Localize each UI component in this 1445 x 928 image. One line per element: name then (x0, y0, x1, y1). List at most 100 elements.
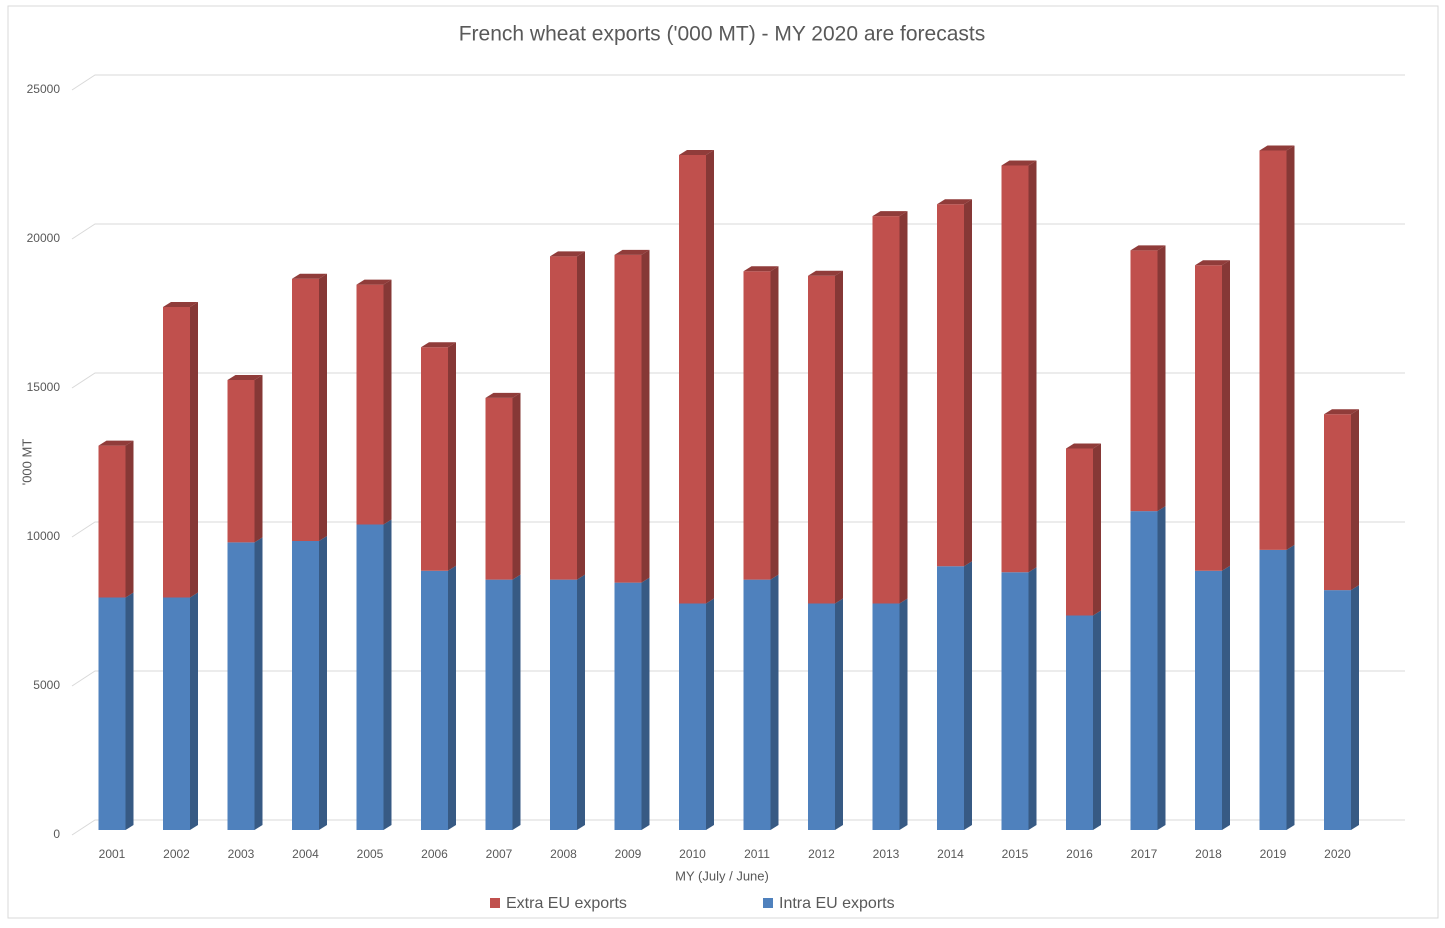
bar-face (1286, 544, 1295, 830)
y-axis-label: '000 MT (19, 439, 34, 486)
bar-face (964, 561, 972, 830)
bar-face (1222, 260, 1230, 571)
bar-face (1324, 414, 1351, 591)
bar-face (125, 592, 134, 830)
bar-face (835, 270, 843, 604)
bar-segment (421, 565, 456, 830)
legend-swatch (763, 898, 773, 908)
x-tick-label: 2016 (1066, 847, 1093, 861)
bar-segment (356, 519, 392, 830)
bar-face (163, 302, 198, 308)
bar-face (1324, 409, 1359, 415)
bar-segment (227, 375, 263, 543)
bar-face (1093, 610, 1101, 830)
bar-face (1130, 511, 1158, 830)
x-tick-label: 2012 (808, 847, 835, 861)
x-tick-label: 2018 (1195, 847, 1222, 861)
bar-segment (614, 249, 650, 583)
bar-face (292, 540, 319, 830)
bar-face (614, 254, 642, 583)
x-axis-label: MY (July / June) (675, 868, 769, 883)
bar-segment (1259, 145, 1295, 550)
bar-segment (808, 270, 843, 604)
bar-segment (485, 392, 521, 580)
bar-face (98, 440, 134, 446)
x-tick-label: 2011 (744, 847, 770, 861)
bar-segment (937, 561, 972, 830)
bar-face (421, 570, 448, 830)
bar-segment (1195, 565, 1230, 830)
bar-face (550, 579, 577, 830)
bar-face (356, 279, 392, 285)
bar-face (1259, 150, 1287, 550)
bar-face (872, 211, 908, 217)
bar-segment (1130, 245, 1166, 512)
bar-segment (743, 574, 779, 830)
bar-face (1093, 443, 1101, 616)
bar-face (292, 278, 319, 541)
x-tick-label: 2020 (1324, 847, 1351, 861)
bar-face (937, 199, 972, 205)
bar-face (1066, 615, 1093, 830)
x-tick-label: 2019 (1260, 847, 1287, 861)
bar-segment (292, 273, 327, 541)
bar-segment (98, 440, 134, 598)
bar-face (937, 566, 964, 830)
bar-segment (937, 199, 972, 567)
bar-face (1001, 160, 1037, 166)
bar-face (743, 266, 779, 272)
bar-face (808, 603, 835, 830)
x-tick-label: 2001 (99, 847, 126, 861)
bar-face (1222, 565, 1230, 830)
bar-segment (808, 598, 843, 830)
bar-segment (614, 577, 650, 830)
bar-face (356, 524, 384, 830)
bar-face (1259, 145, 1295, 151)
y-tick-label: 0 (53, 827, 60, 841)
y-tick-label: 5000 (33, 678, 60, 692)
bar-face (356, 284, 384, 525)
bar-face (227, 542, 255, 830)
bar-face (1157, 506, 1166, 830)
x-tick-label: 2003 (228, 847, 255, 861)
legend-label: Intra EU exports (779, 895, 895, 912)
x-tick-label: 2005 (357, 847, 384, 861)
bar-face (835, 598, 843, 830)
bar-face (163, 597, 190, 830)
bar-segment (872, 211, 908, 604)
bar-face (1001, 165, 1029, 573)
bar-face (125, 440, 134, 598)
x-tick-label: 2013 (873, 847, 900, 861)
bar-segment (421, 342, 456, 571)
bar-segment (163, 302, 198, 598)
bar-segment (485, 574, 521, 830)
bar-face (1351, 409, 1359, 591)
bar-segment (550, 251, 585, 580)
bar-face (964, 199, 972, 567)
bar-face (254, 537, 263, 830)
x-tick-label: 2015 (1002, 847, 1029, 861)
x-tick-label: 2010 (679, 847, 706, 861)
bar-face (1286, 145, 1295, 550)
y-tick-label: 15000 (27, 380, 61, 394)
bar-face (485, 397, 513, 580)
x-tick-label: 2007 (486, 847, 513, 861)
bar-face (485, 392, 521, 398)
bar-face (872, 603, 900, 830)
x-tick-label: 2017 (1131, 847, 1158, 861)
bar-segment (1066, 610, 1101, 830)
bar-face (706, 598, 714, 830)
bar-segment (356, 279, 392, 525)
x-tick-label: 2006 (421, 847, 448, 861)
bar-face (319, 535, 327, 830)
bar-face (679, 155, 706, 604)
bar-face (421, 342, 456, 348)
bar-face (937, 204, 964, 567)
bar-segment (550, 574, 585, 830)
grid-line (71, 74, 1405, 91)
legend-label: Extra EU exports (506, 895, 627, 912)
bar-face (254, 375, 263, 543)
bar-segment (227, 537, 263, 830)
bar-face (448, 565, 456, 830)
